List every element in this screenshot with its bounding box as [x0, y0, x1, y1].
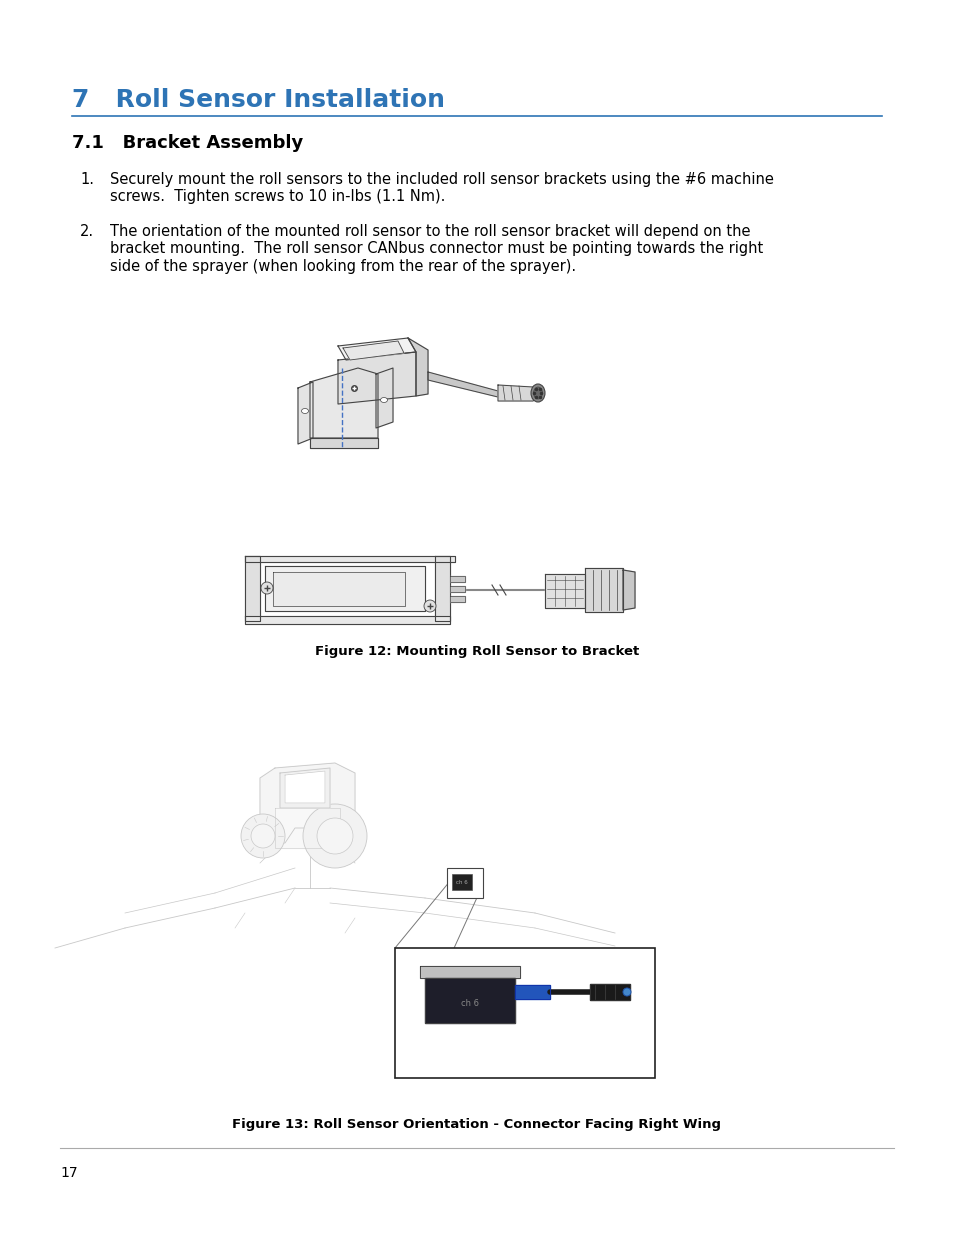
Circle shape: [423, 600, 436, 613]
Ellipse shape: [531, 384, 544, 403]
Text: The orientation of the mounted roll sensor to the roll sensor bracket will depen: The orientation of the mounted roll sens…: [110, 224, 762, 274]
Polygon shape: [452, 874, 472, 890]
Polygon shape: [274, 808, 339, 848]
Polygon shape: [435, 556, 450, 621]
Polygon shape: [450, 597, 464, 601]
Text: 17: 17: [60, 1166, 77, 1179]
Text: Securely mount the roll sensors to the included roll sensor brackets using the #: Securely mount the roll sensors to the i…: [110, 172, 773, 205]
Polygon shape: [310, 368, 377, 438]
Text: Figure 12: Mounting Roll Sensor to Bracket: Figure 12: Mounting Roll Sensor to Brack…: [314, 645, 639, 658]
Ellipse shape: [380, 398, 387, 403]
Ellipse shape: [533, 387, 542, 399]
Circle shape: [622, 988, 630, 995]
Polygon shape: [622, 571, 635, 610]
Circle shape: [303, 804, 367, 868]
Polygon shape: [375, 368, 393, 429]
Polygon shape: [285, 771, 325, 803]
Polygon shape: [584, 568, 622, 613]
Text: 2.: 2.: [80, 224, 94, 240]
Polygon shape: [544, 574, 584, 608]
Polygon shape: [260, 763, 355, 844]
Polygon shape: [297, 382, 313, 445]
Text: ch 6: ch 6: [456, 879, 467, 884]
Polygon shape: [265, 566, 424, 611]
Polygon shape: [245, 616, 450, 624]
Circle shape: [261, 582, 273, 594]
Polygon shape: [447, 868, 482, 898]
Polygon shape: [450, 585, 464, 592]
Polygon shape: [428, 372, 497, 396]
Polygon shape: [419, 966, 519, 978]
Polygon shape: [245, 556, 260, 621]
Text: 7   Roll Sensor Installation: 7 Roll Sensor Installation: [71, 88, 444, 112]
Polygon shape: [337, 352, 416, 404]
Polygon shape: [450, 576, 464, 582]
Circle shape: [251, 824, 274, 848]
Polygon shape: [273, 572, 405, 606]
Text: 1.: 1.: [80, 172, 94, 186]
Circle shape: [241, 814, 285, 858]
Circle shape: [316, 818, 353, 853]
Polygon shape: [408, 338, 428, 396]
Polygon shape: [589, 984, 629, 1000]
Ellipse shape: [301, 409, 308, 414]
Polygon shape: [424, 978, 515, 1023]
Polygon shape: [245, 556, 455, 562]
Text: ch 6: ch 6: [460, 999, 478, 1008]
Polygon shape: [395, 948, 655, 1078]
Polygon shape: [310, 438, 377, 448]
Polygon shape: [497, 385, 542, 401]
Polygon shape: [343, 341, 403, 359]
Polygon shape: [280, 768, 330, 808]
Polygon shape: [515, 986, 550, 999]
Polygon shape: [337, 338, 416, 359]
Text: 7.1   Bracket Assembly: 7.1 Bracket Assembly: [71, 135, 303, 152]
Text: Figure 13: Roll Sensor Orientation - Connector Facing Right Wing: Figure 13: Roll Sensor Orientation - Con…: [233, 1118, 720, 1131]
